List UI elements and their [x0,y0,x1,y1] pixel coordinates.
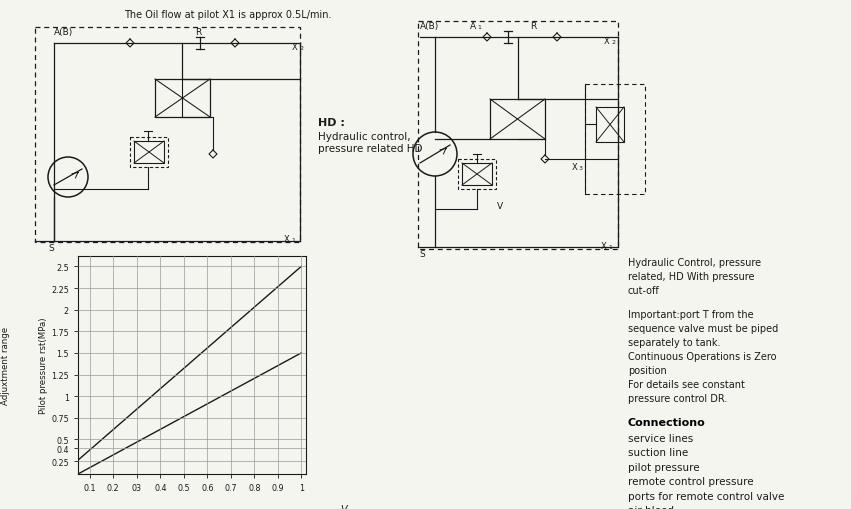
Text: R: R [195,28,201,37]
Bar [585,85,645,194]
Text: 1: 1 [477,25,481,30]
Bar [35,28,300,242]
Bar [462,164,492,186]
Text: 2: 2 [299,46,303,51]
Text: A(B): A(B) [420,22,439,31]
Text: S: S [48,243,54,252]
Text: The Oil flow at pilot X1 is approx 0.5L/min.: The Oil flow at pilot X1 is approx 0.5L/… [124,10,332,20]
Text: X: X [292,43,298,52]
Text: A: A [470,22,476,31]
Text: A(B): A(B) [54,28,73,37]
Bar [458,160,496,190]
Bar [134,142,164,164]
Text: Connectiono: Connectiono [628,417,705,427]
Text: 1: 1 [608,244,612,249]
Bar [490,100,545,140]
Text: HD :: HD : [318,118,345,128]
Text: service lines
suction line
pilot pressure
remote control pressure
ports for remo: service lines suction line pilot pressur… [628,433,785,509]
Text: Adjuxtment range: Adjuxtment range [1,326,9,404]
Text: X: X [284,235,289,243]
Bar [130,138,168,167]
Y-axis label: Pilot pressure rst(MPa): Pilot pressure rst(MPa) [39,317,49,413]
Text: X: X [601,242,607,250]
Text: 2: 2 [611,40,615,45]
Text: $\dfrac{V_g}{V_{gmax}}$: $\dfrac{V_g}{V_{gmax}}$ [334,502,362,509]
Text: S: S [419,249,425,259]
Bar [155,80,210,118]
Text: R: R [530,22,536,31]
Text: Hydraulic Control, pressure
related, HD With pressure
cut-off: Hydraulic Control, pressure related, HD … [628,258,761,295]
Bar [418,22,618,249]
Text: V: V [497,202,503,211]
Text: Hydraulic control,
pressure related HD: Hydraulic control, pressure related HD [318,132,422,153]
Text: 3: 3 [579,165,583,171]
Text: X: X [604,37,610,46]
Bar [596,108,624,143]
Text: Important:port T from the
sequence valve must be piped
separately to tank.
Conti: Important:port T from the sequence valve… [628,309,779,403]
Text: 1: 1 [291,238,295,242]
Text: X: X [572,163,578,172]
